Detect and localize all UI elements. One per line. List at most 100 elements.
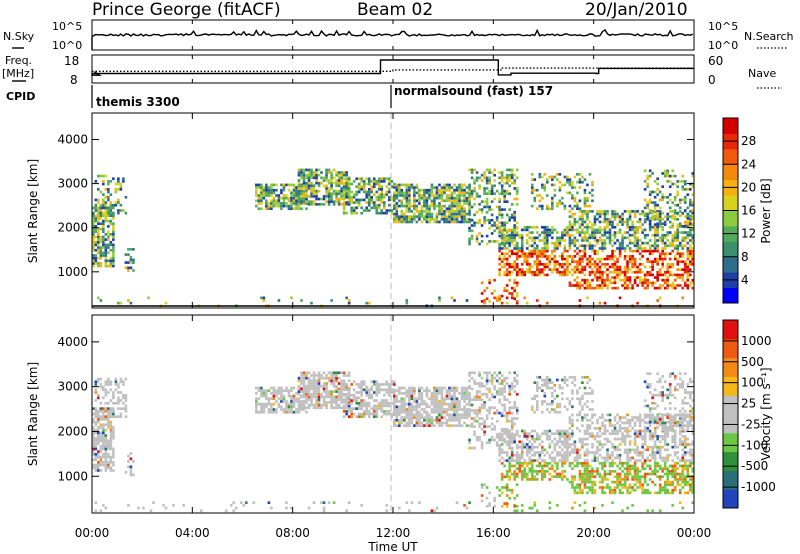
data-cell [127, 460, 130, 463]
data-cell [99, 385, 103, 389]
data-cell [393, 182, 396, 186]
data-cell [92, 206, 95, 210]
data-cell [513, 469, 516, 473]
data-cell [370, 206, 374, 210]
data-cell [668, 241, 672, 245]
data-cell [458, 416, 461, 419]
data-cell [638, 263, 642, 266]
data-cell [112, 401, 115, 405]
data-cell [683, 265, 687, 269]
data-cell [463, 408, 466, 411]
data-cell [503, 406, 506, 410]
data-cell [543, 432, 547, 436]
data-cell [530, 178, 534, 181]
data-cell [548, 268, 552, 271]
data-cell [671, 239, 675, 242]
data-cell [400, 402, 404, 406]
data-cell [440, 207, 444, 211]
data-cell [345, 171, 348, 174]
data-cell [576, 491, 579, 495]
colorbar-swatch [723, 210, 738, 227]
data-cell [478, 208, 481, 211]
data-cell [691, 260, 695, 263]
data-cell [393, 204, 396, 208]
data-cell [601, 424, 604, 427]
data-cell [530, 239, 534, 242]
data-cell [275, 392, 278, 395]
data-cell [641, 212, 644, 216]
data-cell [460, 210, 464, 213]
data-cell [608, 278, 612, 282]
data-cell [468, 371, 471, 375]
data-cell [515, 225, 519, 229]
data-cell [641, 210, 644, 213]
data-cell [107, 225, 110, 228]
data-cell [631, 284, 634, 287]
data-cell [686, 223, 690, 226]
data-cell [503, 289, 506, 293]
data-cell [382, 404, 386, 408]
data-cell [508, 218, 511, 222]
data-cell [583, 265, 587, 269]
data-cell [535, 472, 539, 476]
data-cell [540, 451, 544, 454]
data-cell [533, 453, 537, 457]
data-cell [325, 374, 328, 377]
data-cell [546, 249, 549, 253]
data-cell [375, 388, 379, 392]
data-cell [117, 401, 120, 405]
data-cell [583, 429, 587, 433]
data-cell [551, 225, 554, 229]
data-cell [463, 202, 466, 205]
data-cell [686, 241, 690, 245]
data-cell [611, 265, 614, 269]
data-cell [408, 186, 411, 189]
data-cell [583, 212, 587, 216]
data-cell [606, 478, 609, 481]
data-cell [347, 379, 351, 383]
data-cell [490, 382, 494, 385]
data-cell [448, 418, 451, 422]
data-cell [102, 254, 105, 257]
data-cell [365, 209, 369, 212]
data-cell [418, 218, 421, 221]
data-cell [676, 203, 680, 207]
data-cell [488, 179, 491, 182]
data-cell [453, 215, 456, 218]
data-cell [335, 200, 338, 203]
data-cell [663, 195, 667, 199]
data-cell [490, 379, 494, 383]
data-cell [626, 284, 629, 287]
data-cell [628, 218, 632, 221]
data-cell [508, 278, 511, 282]
data-cell [109, 461, 113, 464]
data-cell [503, 263, 506, 266]
data-cell [608, 281, 612, 285]
data-cell [370, 407, 374, 410]
data-cell [420, 207, 424, 211]
data-cell [300, 197, 303, 201]
data-cell [455, 402, 459, 406]
data-cell [510, 296, 514, 300]
data-cell [453, 202, 456, 205]
data-cell [119, 415, 123, 419]
data-cell [375, 180, 379, 183]
data-cell [332, 401, 336, 404]
data-cell [97, 466, 100, 470]
data-cell [513, 265, 516, 269]
data-cell [114, 377, 118, 381]
data-cell [109, 444, 113, 448]
data-cell [515, 255, 519, 258]
data-cell [119, 399, 123, 402]
data-cell [109, 434, 113, 437]
data-cell [666, 281, 670, 285]
data-cell [109, 201, 113, 204]
data-cell [418, 397, 421, 401]
colorbar-tick-label: 4 [741, 273, 749, 287]
data-cell [387, 177, 391, 181]
data-cell [413, 199, 416, 203]
data-cell [596, 435, 599, 438]
data-cell [458, 392, 461, 395]
data-cell [518, 456, 522, 460]
data-cell [510, 181, 514, 185]
